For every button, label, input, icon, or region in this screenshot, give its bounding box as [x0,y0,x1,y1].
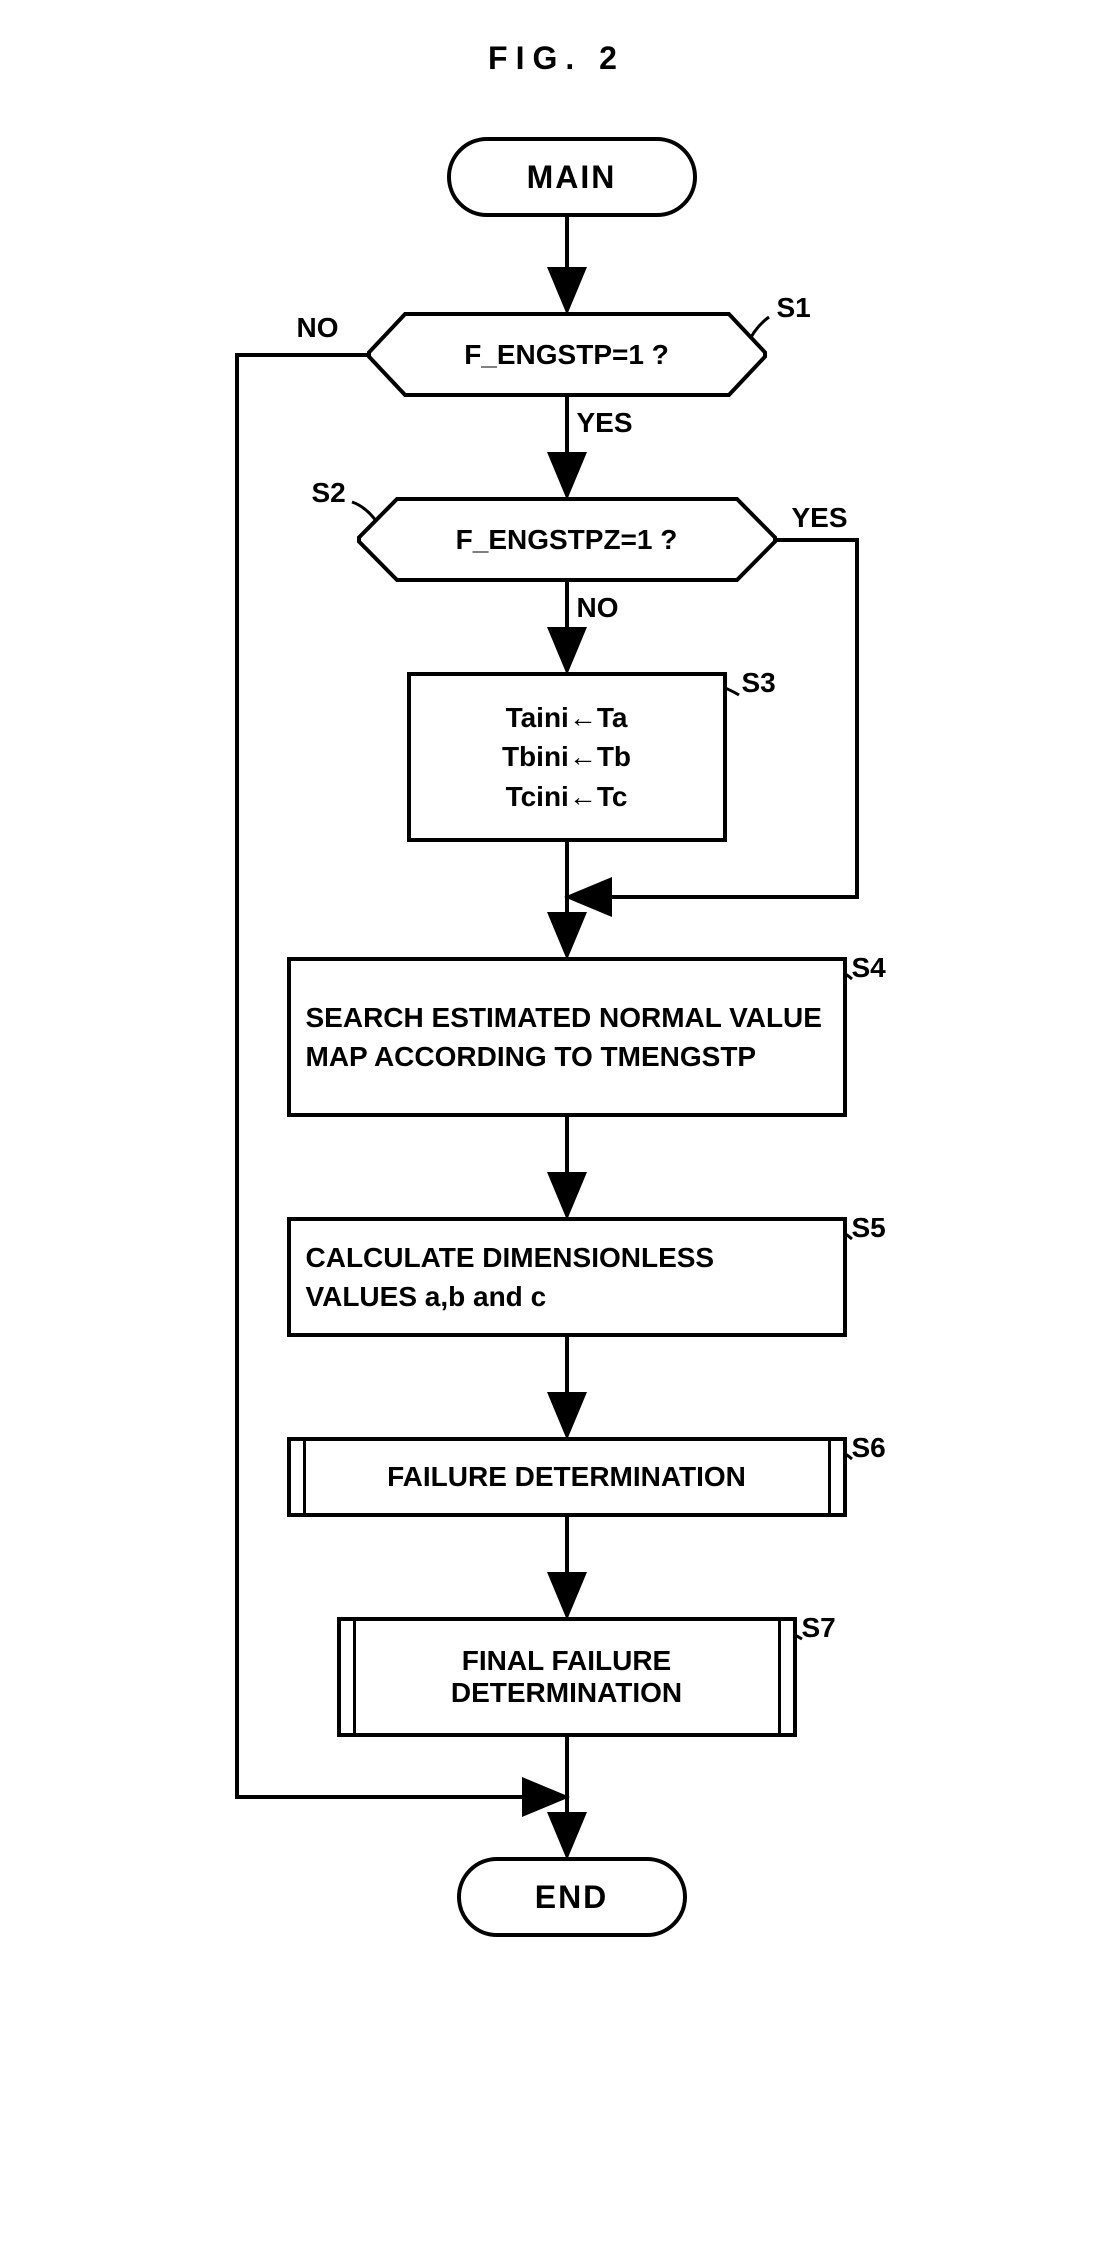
s3-line3: Tcini←Tc [506,777,628,816]
decision-s1: F_ENGSTP=1 ? [367,312,767,397]
process-s5: CALCULATE DIMENSIONLESS VALUES a,b and c [287,1217,847,1337]
s4-label: SEARCH ESTIMATED NORMAL VALUE MAP ACCORD… [306,998,828,1076]
step-label-s1: S1 [777,292,811,324]
step-label-s2: S2 [312,477,346,509]
subprocess-s6: FAILURE DETERMINATION [287,1437,847,1517]
subprocess-s7: FINAL FAILURE DETERMINATION [337,1617,797,1737]
process-s3: Taini←Ta Tbini←Tb Tcini←Tc [407,672,727,842]
decision-s2: F_ENGSTPZ=1 ? [357,497,777,582]
step-label-s5: S5 [852,1212,886,1244]
step-label-s7: S7 [802,1612,836,1644]
process-s4: SEARCH ESTIMATED NORMAL VALUE MAP ACCORD… [287,957,847,1117]
step-label-s3: S3 [742,667,776,699]
label-s2-no: NO [577,592,619,624]
step-label-s4: S4 [852,952,886,984]
label-s1-yes: YES [577,407,633,439]
s1-label: F_ENGSTP=1 ? [464,339,669,371]
s3-line2: Tbini←Tb [502,737,631,776]
step-label-s6: S6 [852,1432,886,1464]
s2-label: F_ENGSTPZ=1 ? [456,524,678,556]
label-s1-no: NO [297,312,339,344]
s6-label: FAILURE DETERMINATION [387,1461,746,1493]
end-label: END [535,1879,609,1916]
s7-label: FINAL FAILURE DETERMINATION [366,1645,768,1709]
s5-label: CALCULATE DIMENSIONLESS VALUES a,b and c [306,1238,828,1316]
s3-line1: Taini←Ta [506,698,628,737]
start-node: MAIN [447,137,697,217]
start-label: MAIN [527,159,617,196]
figure-title: FIG. 2 [488,40,625,77]
flowchart: MAIN F_ENGSTP=1 ? F_ENGSTPZ=1 ? Taini←Ta… [207,137,907,2037]
label-s2-yes: YES [792,502,848,534]
end-node: END [457,1857,687,1937]
